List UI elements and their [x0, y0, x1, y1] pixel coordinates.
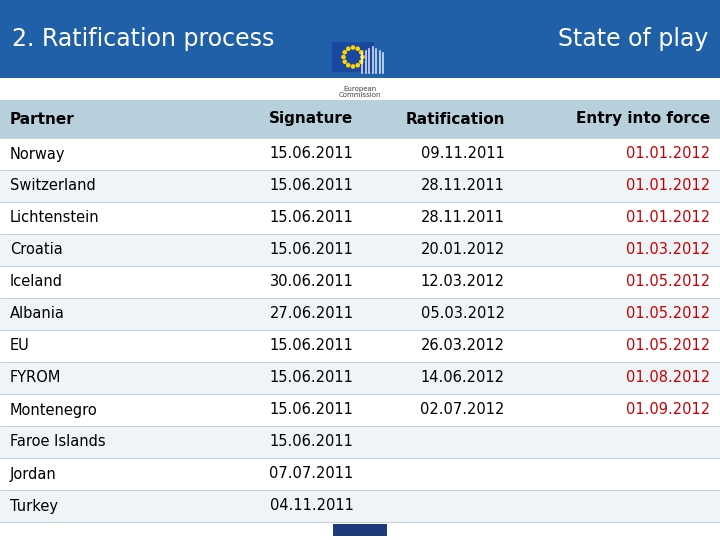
Bar — [0, 234, 720, 266]
Bar — [0, 458, 720, 490]
Bar — [0, 330, 720, 362]
Text: 01.08.2012: 01.08.2012 — [626, 370, 710, 386]
Bar — [0, 202, 720, 234]
Text: 15.06.2011: 15.06.2011 — [270, 402, 354, 417]
Text: Iceland: Iceland — [10, 274, 63, 289]
Circle shape — [343, 60, 346, 63]
Text: 01.05.2012: 01.05.2012 — [626, 339, 710, 354]
Text: Lichtenstein: Lichtenstein — [10, 211, 99, 226]
Text: 01.05.2012: 01.05.2012 — [626, 274, 710, 289]
Text: Faroe Islands: Faroe Islands — [10, 435, 106, 449]
Bar — [329, 2, 391, 76]
Text: Ratification: Ratification — [405, 111, 505, 126]
Text: 01.09.2012: 01.09.2012 — [626, 402, 710, 417]
Text: 04.11.2011: 04.11.2011 — [270, 498, 354, 514]
Bar — [0, 394, 720, 426]
Text: 20.01.2012: 20.01.2012 — [420, 242, 505, 258]
Circle shape — [342, 56, 345, 59]
Circle shape — [351, 46, 355, 49]
Circle shape — [346, 64, 350, 67]
Circle shape — [343, 51, 346, 54]
Bar — [0, 0, 720, 78]
Text: State of play: State of play — [557, 27, 708, 51]
Text: 01.05.2012: 01.05.2012 — [626, 307, 710, 321]
Circle shape — [346, 47, 350, 50]
Text: 14.06.2012: 14.06.2012 — [420, 370, 505, 386]
Text: 15.06.2011: 15.06.2011 — [270, 211, 354, 226]
Bar — [333, 524, 387, 536]
Text: 02.07.2012: 02.07.2012 — [420, 402, 505, 417]
Text: 28.11.2011: 28.11.2011 — [421, 179, 505, 193]
Circle shape — [359, 51, 363, 54]
Bar — [0, 100, 720, 138]
Circle shape — [351, 65, 355, 68]
Text: 30.06.2011: 30.06.2011 — [270, 274, 354, 289]
Text: FYROM: FYROM — [10, 370, 61, 386]
Text: 15.06.2011: 15.06.2011 — [270, 435, 354, 449]
Text: Croatia: Croatia — [10, 242, 63, 258]
Text: Signature: Signature — [269, 111, 354, 126]
Text: 15.06.2011: 15.06.2011 — [270, 179, 354, 193]
Text: 01.01.2012: 01.01.2012 — [626, 179, 710, 193]
Text: 07.07.2011: 07.07.2011 — [269, 467, 354, 482]
Text: 05.03.2012: 05.03.2012 — [420, 307, 505, 321]
Text: 2. Ratification process: 2. Ratification process — [12, 27, 274, 51]
Text: 15.06.2011: 15.06.2011 — [270, 242, 354, 258]
Bar — [0, 298, 720, 330]
Bar — [0, 490, 720, 522]
Bar — [332, 42, 374, 72]
Circle shape — [359, 60, 363, 63]
Bar — [0, 138, 720, 170]
Text: 12.03.2012: 12.03.2012 — [420, 274, 505, 289]
Text: 26.03.2012: 26.03.2012 — [420, 339, 505, 354]
Circle shape — [356, 64, 359, 67]
Text: European: European — [343, 86, 377, 92]
Text: Commission: Commission — [338, 92, 382, 98]
Text: EU: EU — [10, 339, 30, 354]
Text: Turkey: Turkey — [10, 498, 58, 514]
Text: 28.11.2011: 28.11.2011 — [421, 211, 505, 226]
Bar — [0, 362, 720, 394]
Circle shape — [361, 56, 364, 59]
Text: Entry into force: Entry into force — [576, 111, 710, 126]
Text: Partner: Partner — [10, 111, 75, 126]
Text: 15.06.2011: 15.06.2011 — [270, 370, 354, 386]
Text: 09.11.2011: 09.11.2011 — [421, 146, 505, 161]
Circle shape — [356, 47, 359, 50]
Text: 15.06.2011: 15.06.2011 — [270, 146, 354, 161]
Text: 01.03.2012: 01.03.2012 — [626, 242, 710, 258]
Bar — [0, 266, 720, 298]
Text: 01.01.2012: 01.01.2012 — [626, 211, 710, 226]
Text: 27.06.2011: 27.06.2011 — [269, 307, 354, 321]
Text: Norway: Norway — [10, 146, 66, 161]
Text: 15.06.2011: 15.06.2011 — [270, 339, 354, 354]
Text: Switzerland: Switzerland — [10, 179, 96, 193]
Text: Albania: Albania — [10, 307, 65, 321]
Bar — [0, 170, 720, 202]
Text: Montenegro: Montenegro — [10, 402, 98, 417]
Bar — [0, 426, 720, 458]
Text: 01.01.2012: 01.01.2012 — [626, 146, 710, 161]
Text: Jordan: Jordan — [10, 467, 57, 482]
